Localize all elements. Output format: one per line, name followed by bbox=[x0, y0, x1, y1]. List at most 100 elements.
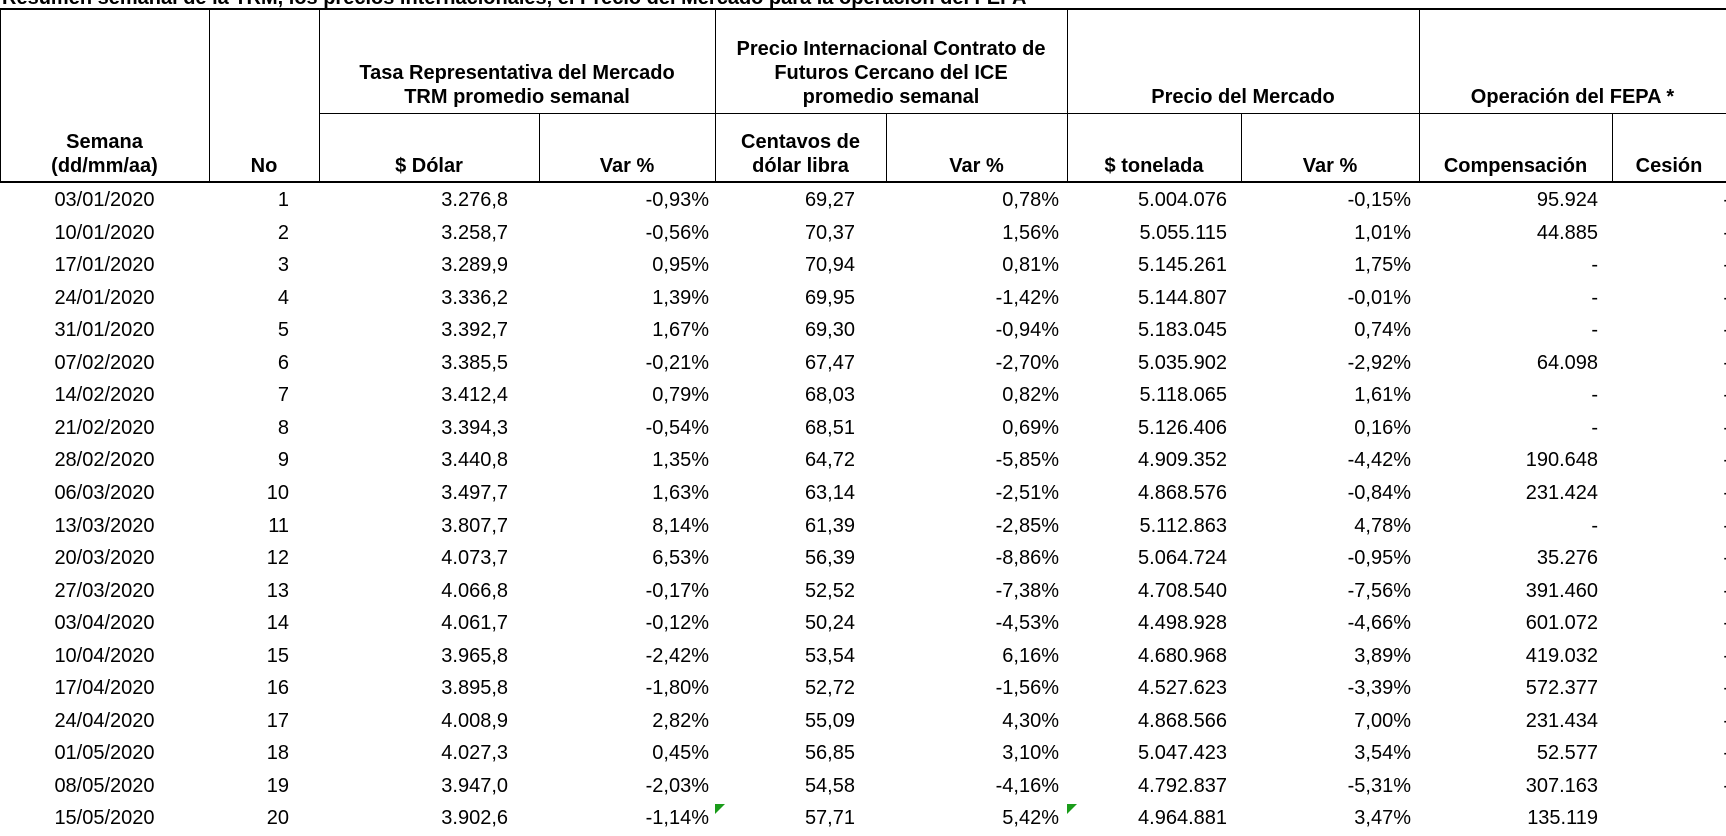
column-header-text: Centavos de dólar libra bbox=[741, 131, 860, 177]
column-header: Semana (dd/mm/aa) bbox=[0, 113, 209, 182]
table-cell: -0,21% bbox=[645, 351, 709, 374]
table-cell: 69,27 bbox=[804, 189, 855, 211]
table-cell: 5.064.724 bbox=[1138, 547, 1227, 570]
table-cell: -4,42% bbox=[1347, 449, 1411, 472]
table-cell: 4,30% bbox=[1002, 709, 1059, 732]
table-cell: 3.412,4 bbox=[441, 384, 508, 407]
table-cell: 1,56% bbox=[1002, 221, 1059, 244]
table-cell: 18 bbox=[266, 742, 289, 765]
table-cell: 3.394,3 bbox=[441, 416, 508, 439]
table-cell: -2,70% bbox=[995, 351, 1059, 374]
table-cell: -8,86% bbox=[995, 547, 1059, 570]
table-cell: 419.032 bbox=[1525, 644, 1598, 667]
border-line bbox=[0, 181, 1726, 183]
group-header: Precio Internacional Contrato de Futuros… bbox=[715, 9, 1067, 113]
column-header: $ Dólar bbox=[319, 113, 539, 182]
column-header: Var % bbox=[886, 113, 1067, 182]
table-cell: -2,92% bbox=[1347, 351, 1411, 374]
table-cell: -4,53% bbox=[995, 612, 1059, 635]
table-cell: 1,63% bbox=[652, 481, 709, 504]
table-cell: -0,93% bbox=[645, 189, 709, 211]
column-header-text: Var % bbox=[949, 155, 1004, 177]
table-cell: 3.807,7 bbox=[441, 514, 508, 537]
table-cell: 70,37 bbox=[804, 221, 855, 244]
table-cell: 1,01% bbox=[1354, 221, 1411, 244]
table-cell: 67,47 bbox=[804, 351, 855, 374]
table-cell: 2 bbox=[277, 221, 289, 244]
table-cell: 0,95% bbox=[652, 254, 709, 277]
border-line bbox=[319, 9, 320, 182]
table-cell: 0,78% bbox=[1002, 189, 1059, 211]
table-cell: 5.004.076 bbox=[1138, 189, 1227, 211]
table-cell: 231.434 bbox=[1525, 709, 1598, 732]
table-cell: -0,12% bbox=[645, 612, 709, 635]
table-cell: 5.126.406 bbox=[1138, 416, 1227, 439]
table-cell: -0,01% bbox=[1347, 286, 1411, 309]
table-cell: 5.118.065 bbox=[1139, 384, 1228, 407]
table-cell: 44.885 bbox=[1536, 221, 1598, 244]
table-cell: 55,09 bbox=[804, 709, 855, 732]
border-line bbox=[539, 113, 540, 182]
table-cell: 53,54 bbox=[804, 644, 855, 667]
table-cell: 3.336,2 bbox=[441, 286, 508, 309]
table-cell: - bbox=[1612, 611, 1726, 644]
table-cell: - bbox=[1612, 188, 1726, 221]
table-cell: -2,51% bbox=[995, 481, 1059, 504]
table-cell: -7,38% bbox=[995, 579, 1059, 602]
table-cell: - bbox=[1612, 481, 1726, 514]
table-cell: 3.392,7 bbox=[441, 319, 508, 342]
table-cell: - bbox=[1591, 286, 1598, 309]
table-cell: 4.008,9 bbox=[441, 709, 508, 732]
table-cell: 63,14 bbox=[804, 481, 855, 504]
table-cell: -0,84% bbox=[1347, 481, 1411, 504]
border-line bbox=[1067, 9, 1068, 182]
table-cell: - bbox=[1612, 676, 1726, 709]
table-cell: 5.055.115 bbox=[1139, 221, 1228, 244]
table-cell: -1,56% bbox=[995, 677, 1059, 700]
border-line bbox=[1612, 113, 1613, 182]
table-cell: 68,51 bbox=[804, 416, 855, 439]
table-cell: 3,47% bbox=[1354, 807, 1411, 830]
table-cell: 3.947,0 bbox=[441, 774, 508, 797]
table-cell: 20/03/2020 bbox=[54, 547, 155, 570]
table-cell: 1 bbox=[277, 189, 289, 211]
table-cell: -5,31% bbox=[1347, 774, 1411, 797]
table-cell: - bbox=[1612, 318, 1726, 351]
table-cell: 56,39 bbox=[804, 547, 855, 570]
table-cell: 1,35% bbox=[652, 449, 709, 472]
table-cell: 03/04/2020 bbox=[54, 612, 155, 635]
table-cell: 5.145.261 bbox=[1138, 254, 1227, 277]
table-cell: 5.144.807 bbox=[1138, 286, 1227, 309]
table-cell: -0,15% bbox=[1347, 189, 1411, 211]
error-indicator bbox=[715, 804, 725, 815]
table-cell: 4.498.928 bbox=[1138, 612, 1227, 635]
table-cell: 1,39% bbox=[652, 286, 709, 309]
table-cell: 190.648 bbox=[1525, 449, 1598, 472]
table-cell: 0,74% bbox=[1354, 319, 1411, 342]
table-cell: 28/02/2020 bbox=[54, 449, 155, 472]
table-cell: 50,24 bbox=[804, 612, 855, 635]
table-cell: -0,56% bbox=[645, 221, 709, 244]
table-cell: 4.909.352 bbox=[1138, 449, 1227, 472]
table-cell: 0,45% bbox=[652, 742, 709, 765]
column-header: Cesión bbox=[1612, 113, 1726, 182]
column-header-text: Var % bbox=[599, 155, 655, 177]
table-cell: 601.072 bbox=[1525, 612, 1598, 635]
table-cell: 4.680.968 bbox=[1138, 644, 1227, 667]
table-cell: 6,16% bbox=[1002, 644, 1059, 667]
table-cell: - bbox=[1591, 254, 1598, 277]
column-header-text: Cesión bbox=[1635, 155, 1703, 177]
table-cell: 57,71 bbox=[804, 807, 855, 830]
table-cell: -0,94% bbox=[995, 319, 1059, 342]
table-cell: - bbox=[1612, 383, 1726, 416]
table-cell: -0,95% bbox=[1347, 547, 1411, 570]
table-cell: 6,53% bbox=[652, 547, 709, 570]
border-line bbox=[0, 9, 1, 182]
column-header: Compensación bbox=[1419, 113, 1612, 182]
table-cell: 17/01/2020 bbox=[54, 254, 155, 277]
table-cell: -2,42% bbox=[645, 644, 709, 667]
column-header-text: Var % bbox=[1302, 155, 1358, 177]
table-cell: 17/04/2020 bbox=[54, 677, 155, 700]
table-cell: 03/01/2020 bbox=[54, 189, 155, 211]
